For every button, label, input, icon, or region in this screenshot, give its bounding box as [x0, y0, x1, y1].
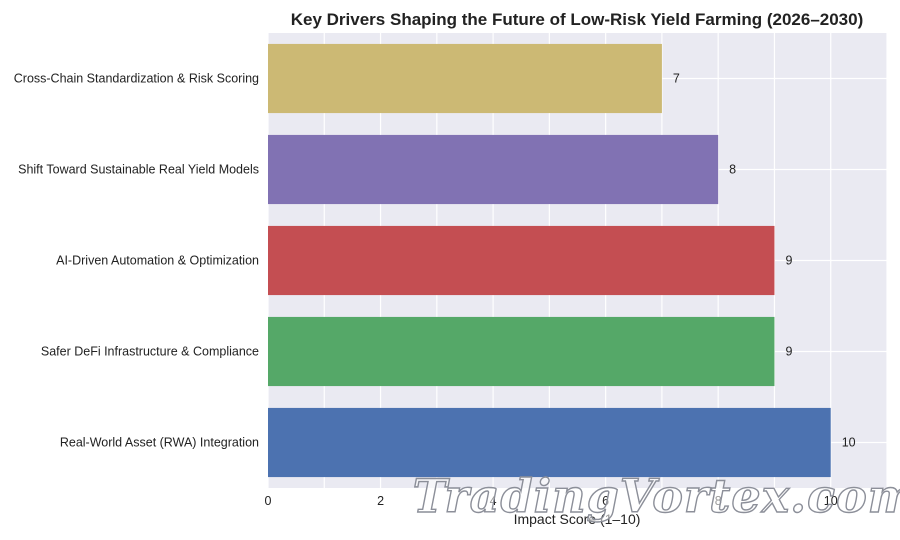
bar [268, 43, 662, 114]
watermark: TradingVortex.com [413, 469, 900, 523]
bars: 7 8 9 9 10 [268, 43, 856, 478]
chart-title: Key Drivers Shaping the Future of Low-Ri… [291, 10, 864, 29]
data-label: 7 [673, 72, 680, 86]
x-tick-label: 0 [265, 494, 272, 508]
x-tick-label: 10 [824, 494, 838, 508]
bar [268, 407, 831, 478]
category-label: Shift Toward Sustainable Real Yield Mode… [18, 163, 259, 177]
bar [268, 316, 775, 387]
data-label: 9 [785, 254, 792, 268]
x-tick-label: 4 [490, 494, 497, 508]
category-label: AI-Driven Automation & Optimization [56, 254, 259, 268]
category-label: Real-World Asset (RWA) Integration [60, 436, 259, 450]
x-axis-label: Impact Score (1–10) [514, 511, 641, 527]
data-label: 9 [785, 345, 792, 359]
category-labels: Cross-Chain Standardization & Risk Scori… [14, 72, 259, 450]
x-tick-labels: 0 2 4 6 8 10 [265, 494, 838, 508]
category-label: Safer DeFi Infrastructure & Compliance [41, 345, 259, 359]
x-tick-label: 2 [377, 494, 384, 508]
bar [268, 134, 719, 205]
category-label: Cross-Chain Standardization & Risk Scori… [14, 72, 259, 86]
data-label: 8 [729, 163, 736, 177]
x-tick-label: 8 [715, 494, 722, 508]
x-tick-label: 6 [602, 494, 609, 508]
data-label: 10 [842, 436, 856, 450]
bar [268, 225, 775, 296]
